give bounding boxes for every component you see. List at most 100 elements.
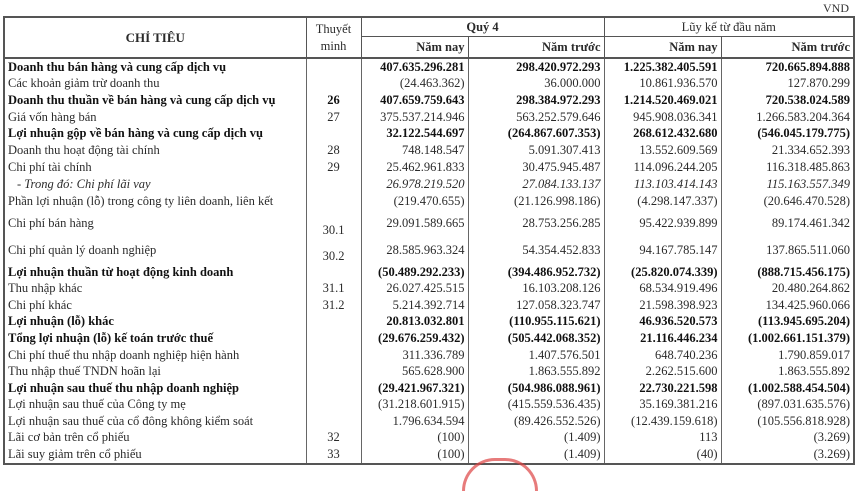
ytd-last-year-value: (1.002.588.454.504) <box>720 379 855 397</box>
table-row: Chi phí khác 31.2 5.214.392.714 127.058.323… <box>3 296 855 314</box>
ytd-this-year-value: 268.612.432.680 <box>603 125 722 142</box>
quarter-this-year-value: (100) <box>360 446 469 465</box>
ytd-this-year-value: (40) <box>603 446 722 465</box>
table-row: Lợi nhuận (lỗ) khác 20.813.032.801 (110.95… <box>3 313 855 331</box>
quarter-this-year-value: 1.796.634.594 <box>360 413 469 430</box>
ytd-last-year-value: 127.870.299 <box>720 75 855 93</box>
header-ytd: Lũy kế từ đầu năm <box>603 16 855 37</box>
ytd-last-year-value: 720.665.894.888 <box>720 58 855 76</box>
ytd-this-year-value: 21.598.398.923 <box>603 296 722 314</box>
ytd-this-year-value: 22.730.221.598 <box>603 379 722 397</box>
row-label: Chi phí tài chính <box>3 158 307 177</box>
ytd-last-year-value: (888.715.456.175) <box>720 263 855 281</box>
row-label: Chi phí bán hàng <box>3 209 307 238</box>
row-note: 31.2 <box>305 296 362 314</box>
ytd-this-year-value: 113.103.414.143 <box>603 176 722 194</box>
ytd-this-year-value: 10.861.936.570 <box>603 75 722 93</box>
ytd-this-year-value: 945.908.036.341 <box>603 108 722 126</box>
row-label: Lãi cơ bản trên cổ phiếu <box>3 429 307 447</box>
row-note: 32 <box>305 429 362 447</box>
table-row: Các khoản giảm trừ doanh thu (24.463.362)… <box>3 75 855 93</box>
ytd-last-year-value: (897.031.635.576) <box>720 396 855 414</box>
row-note <box>305 313 362 331</box>
table-row: Chi phí tài chính 29 25.462.961.833 30.475.… <box>3 158 855 177</box>
table-row: Lợi nhuận gộp về bán hàng và cung cấp dị… <box>3 125 855 142</box>
table-row: Chi phí bán hàng 30.1 29.091.589.665 28.753… <box>3 209 855 238</box>
row-label: Doanh thu thuần về bán hàng và cung cấp … <box>3 92 307 109</box>
row-note: 30.1 <box>305 209 362 238</box>
header-note-line1: Thuyết <box>315 21 352 36</box>
ytd-last-year-value: (20.646.470.528) <box>720 193 855 210</box>
table-row: Phần lợi nhuận (lỗ) trong công ty liên d… <box>3 193 855 210</box>
quarter-this-year-value: (219.470.655) <box>360 193 469 210</box>
table-row: Doanh thu bán hàng và cung cấp dịch vụ 40… <box>3 58 855 76</box>
quarter-last-year-value: 28.753.256.285 <box>467 209 605 238</box>
ytd-last-year-value: (1.002.661.151.379) <box>720 330 855 347</box>
quarter-this-year-value: 25.462.961.833 <box>360 158 469 177</box>
row-label: Tổng lợi nhuận (lỗ) kế toán trước thuế <box>3 330 307 347</box>
row-label: Chi phí quản lý doanh nghiệp <box>3 237 307 264</box>
ytd-last-year-value: (546.045.179.775) <box>720 125 855 142</box>
quarter-this-year-value: 748.148.547 <box>360 141 469 159</box>
row-label: Doanh thu bán hàng và cung cấp dịch vụ <box>3 58 307 76</box>
quarter-this-year-value: 29.091.589.665 <box>360 209 469 238</box>
row-note <box>305 396 362 414</box>
ytd-this-year-value: 2.262.515.600 <box>603 363 722 380</box>
ytd-this-year-value: (12.439.159.618) <box>603 413 722 430</box>
quarter-this-year-value: 20.813.032.801 <box>360 313 469 331</box>
quarter-this-year-value: (29.421.967.321) <box>360 379 469 397</box>
quarter-this-year-value: (50.489.292.233) <box>360 263 469 281</box>
quarter-last-year-value: 298.420.972.293 <box>467 58 605 76</box>
quarter-this-year-value: (24.463.362) <box>360 75 469 93</box>
header-note-line2: minh <box>320 38 347 53</box>
ytd-this-year-value: 114.096.244.205 <box>603 158 722 177</box>
ytd-this-year-value: 46.936.520.573 <box>603 313 722 331</box>
header-note: Thuyết minh <box>305 16 362 59</box>
table-row: Lãi suy giảm trên cổ phiếu 33 (100) (1.409)… <box>3 446 855 465</box>
quarter-this-year-value: 311.336.789 <box>360 346 469 364</box>
ytd-this-year-value: 68.534.919.496 <box>603 280 722 297</box>
quarter-last-year-value: (21.126.998.186) <box>467 193 605 210</box>
ytd-last-year-value: 1.790.859.017 <box>720 346 855 364</box>
row-label: Lợi nhuận thuần từ hoạt động kinh doanh <box>3 263 307 281</box>
row-note: 33 <box>305 446 362 465</box>
quarter-last-year-value: 5.091.307.413 <box>467 141 605 159</box>
ytd-this-year-value: 1.225.382.405.591 <box>603 58 722 76</box>
ytd-last-year-value: 137.865.511.060 <box>720 237 855 264</box>
table-row: Thu nhập thuế TNDN hoãn lại 565.628.900 1.… <box>3 363 855 380</box>
header-ytd-this-year: Năm nay <box>603 36 722 59</box>
ytd-last-year-value: 20.480.264.862 <box>720 280 855 297</box>
row-note: 29 <box>305 158 362 177</box>
table-row: Doanh thu thuần về bán hàng và cung cấp … <box>3 92 855 109</box>
income-statement-table: CHỈ TIÊU Thuyết minh Quý 4 Lũy kế từ đầu … <box>3 16 855 465</box>
table-row: Lãi cơ bản trên cổ phiếu 32 (100) (1.409) 11… <box>3 429 855 447</box>
ytd-last-year-value: 134.425.960.066 <box>720 296 855 314</box>
table-row: - Trong đó: Chi phí lãi vay 26.978.219.52… <box>3 176 855 194</box>
ytd-this-year-value: 95.422.939.899 <box>603 209 722 238</box>
quarter-this-year-value: 26.027.425.515 <box>360 280 469 297</box>
ytd-this-year-value: (25.820.074.339) <box>603 263 722 281</box>
header-quarter-last-year: Năm trước <box>467 36 605 59</box>
table-row: Lợi nhuận sau thuế thu nhập doanh nghiệp… <box>3 379 855 397</box>
row-note <box>305 75 362 93</box>
row-label: Thu nhập thuế TNDN hoãn lại <box>3 363 307 380</box>
quarter-last-year-value: (264.867.607.353) <box>467 125 605 142</box>
table-row: Thu nhập khác 31.1 26.027.425.515 16.103.20… <box>3 280 855 297</box>
ytd-last-year-value: (3.269) <box>720 429 855 447</box>
row-label: Lợi nhuận sau thuế của cổ đông không kiể… <box>3 413 307 430</box>
ytd-last-year-value: 116.318.485.863 <box>720 158 855 177</box>
quarter-last-year-value: 298.384.972.293 <box>467 92 605 109</box>
quarter-last-year-value: 1.407.576.501 <box>467 346 605 364</box>
currency-unit: VND <box>823 1 849 15</box>
quarter-this-year-value: (29.676.259.432) <box>360 330 469 347</box>
quarter-last-year-value: (504.986.088.961) <box>467 379 605 397</box>
row-note: 31.1 <box>305 280 362 297</box>
row-note <box>305 413 362 430</box>
row-label: Phần lợi nhuận (lỗ) trong công ty liên d… <box>3 193 307 210</box>
header-indicator: CHỈ TIÊU <box>3 16 307 59</box>
table-row: Doanh thu hoạt động tài chính 28 748.148.5… <box>3 141 855 159</box>
quarter-last-year-value: 16.103.208.126 <box>467 280 605 297</box>
row-label: Thu nhập khác <box>3 280 307 297</box>
header-quarter-this-year: Năm nay <box>360 36 469 59</box>
quarter-last-year-value: 30.475.945.487 <box>467 158 605 177</box>
